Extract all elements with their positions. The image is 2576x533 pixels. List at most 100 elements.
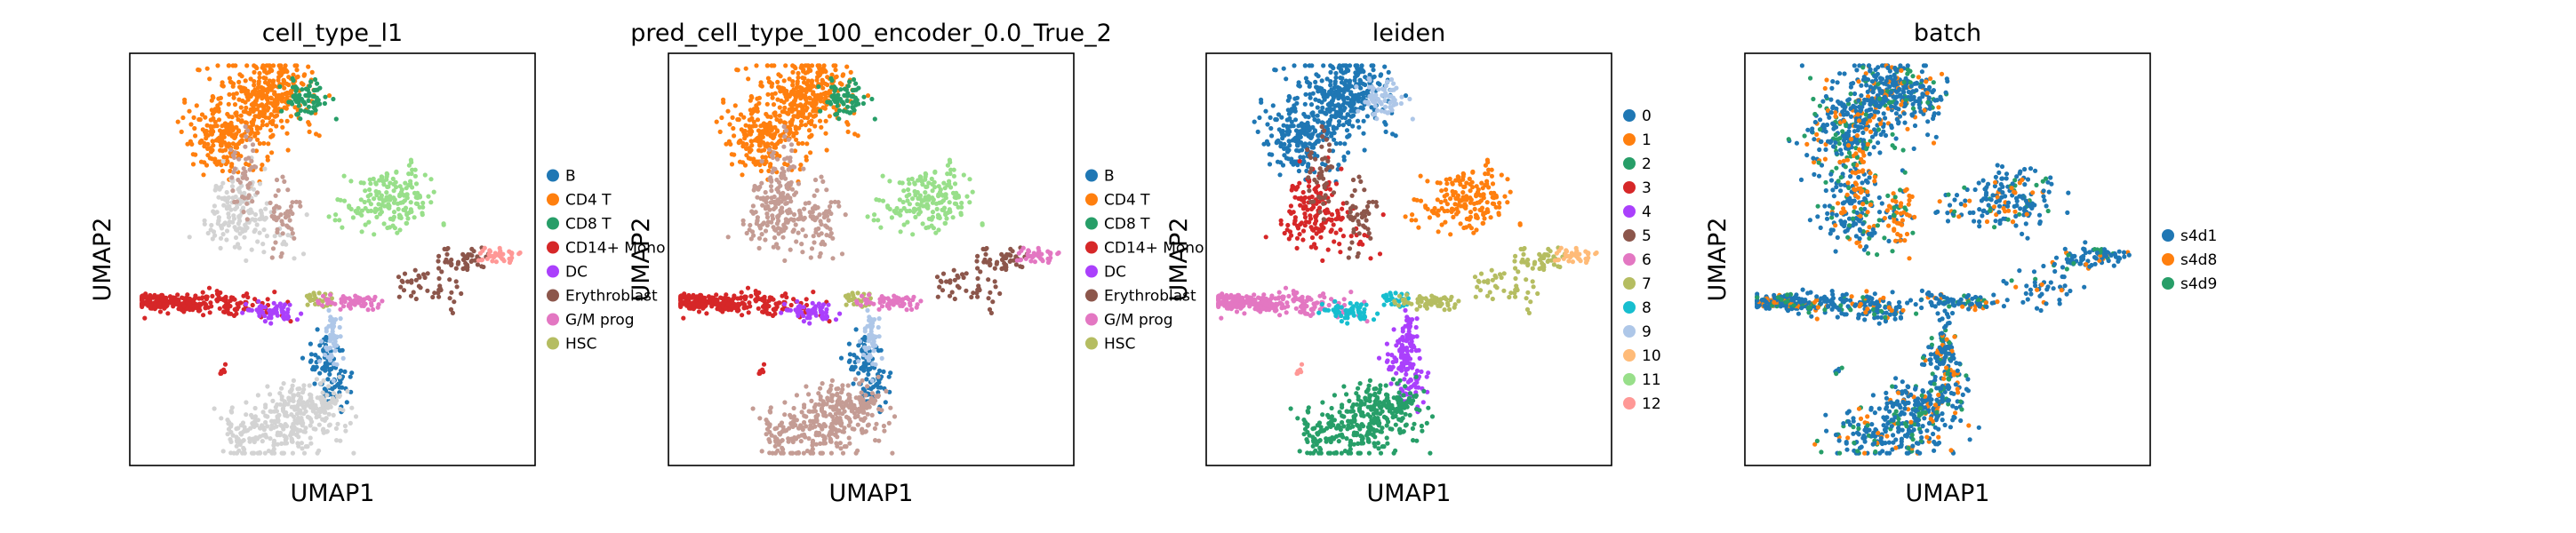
scatter-point xyxy=(799,410,804,415)
scatter-point xyxy=(975,253,980,259)
scatter-point xyxy=(869,96,875,102)
scatter-point xyxy=(312,93,317,99)
scatter-point xyxy=(412,167,418,172)
scatter-point xyxy=(802,76,807,81)
scatter-point xyxy=(288,114,293,119)
scatter-point xyxy=(275,414,280,419)
scatter-point xyxy=(285,147,291,153)
scatter-point xyxy=(318,381,324,386)
scatter-point xyxy=(441,222,446,227)
scatter-point xyxy=(396,274,402,280)
scatter-point xyxy=(140,298,145,303)
scatter-point xyxy=(947,200,952,205)
scatter-point xyxy=(1340,76,1345,81)
scatter-point xyxy=(781,144,787,149)
scatter-point xyxy=(844,444,849,449)
scatter-point xyxy=(753,123,758,129)
scatter-point xyxy=(766,122,772,128)
scatter-point xyxy=(840,405,845,410)
scatter-point xyxy=(386,184,391,189)
scatter-point xyxy=(1028,259,1034,264)
scatter-point xyxy=(1257,115,1262,121)
scatter-point xyxy=(1303,91,1308,97)
scatter-point xyxy=(388,180,393,186)
scatter-point xyxy=(212,160,218,165)
scatter-point xyxy=(408,181,413,187)
scatter-point xyxy=(820,78,826,84)
scatter-point xyxy=(784,195,789,201)
scatter-point xyxy=(294,317,300,322)
scatter-point xyxy=(311,290,316,296)
scatter-point xyxy=(879,355,884,361)
scatter-point xyxy=(720,296,725,301)
scatter-point xyxy=(906,177,911,182)
scatter-point xyxy=(426,194,431,199)
scatter-point xyxy=(804,424,809,429)
scatter-point xyxy=(700,306,706,311)
scatter-point xyxy=(450,310,455,315)
scatter-point xyxy=(315,327,320,332)
scatter-point xyxy=(955,283,960,289)
scatter-point xyxy=(278,212,284,218)
scatter-point xyxy=(757,163,763,168)
scatter-point xyxy=(428,200,434,205)
scatter-point xyxy=(995,259,1000,265)
scatter-point xyxy=(872,116,877,122)
scatter-point xyxy=(833,99,838,104)
scatter-point xyxy=(255,137,260,142)
scatter-point xyxy=(279,108,284,114)
scatter-point xyxy=(786,167,791,172)
scatter-point xyxy=(324,362,331,367)
scatter-point xyxy=(769,63,774,68)
scatter-point xyxy=(1332,239,1337,244)
scatter-point xyxy=(885,303,892,309)
scatter-point xyxy=(924,202,930,207)
scatter-point xyxy=(509,255,515,260)
scatter-point xyxy=(236,242,241,247)
scatter-point xyxy=(319,303,325,308)
scatter-point xyxy=(244,201,250,206)
scatter-point xyxy=(774,129,780,134)
scatter-point xyxy=(241,445,246,450)
scatter-point xyxy=(803,123,808,128)
scatter-point xyxy=(769,179,774,184)
scatter-point xyxy=(209,98,214,103)
scatter-point xyxy=(228,429,234,435)
scatter-point xyxy=(245,128,251,133)
scatter-point xyxy=(238,431,244,436)
scatter-point xyxy=(226,63,232,68)
scatter-point xyxy=(316,355,321,361)
scatter-point xyxy=(247,111,252,116)
scatter-point xyxy=(913,214,918,219)
scatter-point xyxy=(1289,107,1294,112)
scatter-point xyxy=(813,442,819,447)
scatter-point xyxy=(886,420,892,426)
scatter-point xyxy=(250,302,255,308)
scatter-point xyxy=(918,298,924,304)
scatter-point xyxy=(391,210,397,215)
scatter-point xyxy=(844,399,850,404)
scatter-point xyxy=(1372,103,1378,108)
scatter-point xyxy=(314,415,319,420)
scatter-point xyxy=(818,386,823,391)
scatter-point xyxy=(299,441,304,446)
scatter-point xyxy=(836,203,842,209)
scatter-point xyxy=(254,107,260,112)
scatter-point xyxy=(1039,257,1044,262)
scatter-point xyxy=(793,222,798,227)
scatter-point xyxy=(876,368,883,373)
scatter-point xyxy=(683,301,688,306)
scatter-point xyxy=(1380,92,1385,98)
scatter-point xyxy=(368,192,373,197)
scatter-point xyxy=(744,230,749,236)
scatter-point xyxy=(304,212,309,218)
scatter-point xyxy=(788,199,794,204)
scatter-point xyxy=(308,352,314,357)
scatter-point xyxy=(262,68,268,74)
scatter-point xyxy=(259,91,265,96)
scatter-point xyxy=(811,84,816,89)
scatter-point xyxy=(188,122,194,127)
scatter-point xyxy=(190,162,196,167)
scatter-point xyxy=(243,78,248,84)
